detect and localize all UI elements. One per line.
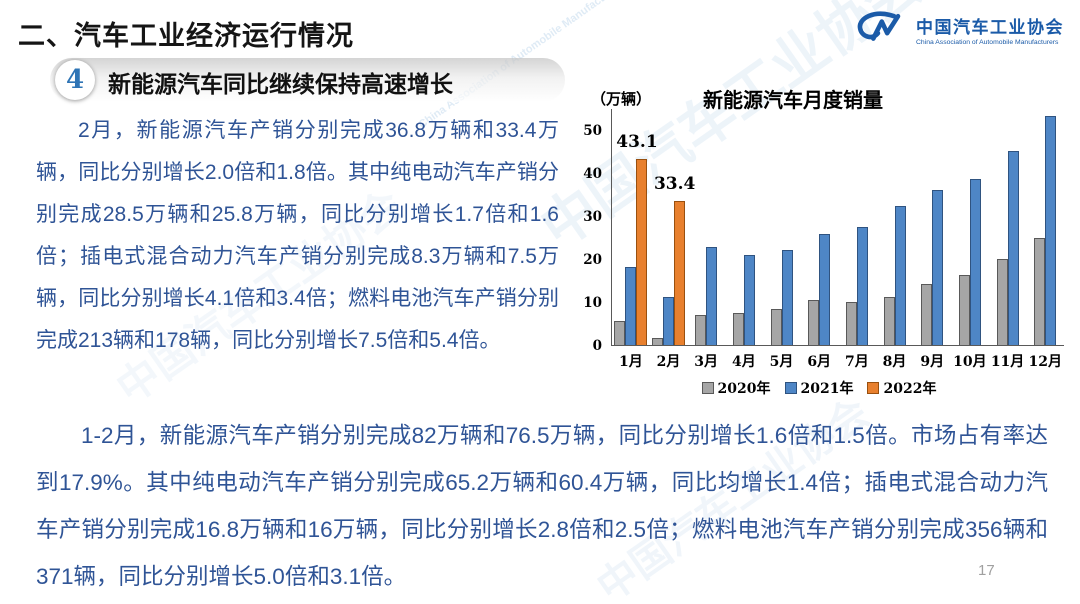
y-tick-label: 10 — [583, 295, 602, 312]
paragraph-jan-feb: 1-2月，新能源汽车产销分别完成82万辆和76.5万辆，同比分别增长1.6倍和1… — [36, 423, 1048, 589]
caam-logo-icon — [854, 8, 908, 51]
legend-swatch — [701, 382, 714, 394]
bar-2020年-4月 — [732, 312, 744, 345]
x-axis-label: 10月 — [953, 354, 987, 370]
y-tick-label: 40 — [583, 166, 602, 183]
plot-area: 0 10 20 30 40 50 43.1 1月 33.4 2月 3月 4月 5月 6月 7月 8月 9月 10… — [583, 109, 1064, 370]
bar-2020年-10月 — [958, 274, 970, 345]
y-axis-labels: 0 10 20 30 40 50 — [572, 109, 606, 354]
bar-2021年-5月 — [781, 250, 793, 345]
bar-2021年-8月 — [894, 206, 906, 345]
bar-group: 8月 — [876, 109, 914, 370]
y-tick-label: 30 — [583, 209, 602, 226]
bar-2020年-3月 — [695, 315, 707, 345]
bar-group: 43.1 1月 — [612, 109, 658, 370]
bar-group: 10月 — [951, 109, 989, 370]
bar-2021年-10月 — [969, 178, 981, 345]
legend-item-2021年: 2021年 — [784, 378, 854, 398]
legend-label: 2022年 — [883, 381, 937, 397]
bar-group: 6月 — [800, 109, 838, 370]
x-axis-label: 9月 — [920, 354, 945, 370]
x-axis-label: 7月 — [844, 354, 869, 370]
legend-label: 2020年 — [717, 381, 771, 397]
x-axis-label: 11月 — [990, 354, 1025, 370]
y-tick-label: 0 — [592, 338, 602, 354]
caam-logo: 中国汽车工业协会 China Association of Automobile… — [854, 8, 1064, 51]
legend-swatch — [784, 382, 797, 394]
x-axis-label: 5月 — [769, 354, 794, 370]
bar-2020年-9月 — [921, 283, 933, 345]
bar-2020年-8月 — [883, 297, 895, 345]
section-title: 二、汽车工业经济运行情况 — [18, 21, 354, 51]
bar-group: 5月 — [763, 109, 801, 370]
bar-2021年-11月 — [1007, 150, 1019, 345]
bar-group: 12月 — [1026, 109, 1064, 370]
x-axis-label: 4月 — [731, 354, 756, 370]
bar-2021年-7月 — [856, 226, 868, 345]
bar-2021年-12月 — [1045, 115, 1057, 345]
headline-number-badge: 4 — [55, 60, 95, 100]
y-tick-label: 20 — [583, 252, 602, 269]
bar-2021年-4月 — [743, 255, 755, 345]
bar-2022年-2月 — [674, 200, 685, 345]
nev-monthly-sales-chart: （万辆） 新能源汽车月度销量 0 10 20 30 40 50 43.1 1月 33.4 2月 3… — [565, 82, 1073, 404]
plot-groups: 43.1 1月 33.4 2月 3月 4月 5月 6月 7月 8月 9月 10月 11月 12月 — [612, 109, 1064, 370]
bar-2021年-1月 — [625, 267, 637, 345]
chart-legend: 2020年 2021年 2022年 — [565, 378, 1073, 398]
page-number: 17 — [978, 562, 995, 579]
chart-title: 新能源汽车月度销量 — [703, 88, 883, 112]
bar-2020年-11月 — [996, 258, 1008, 345]
bar-2021年-6月 — [819, 234, 831, 345]
bar-value-label: 33.4 — [653, 173, 696, 194]
bar-group: 9月 — [913, 109, 951, 370]
paragraph-february: 2月，新能源汽车产销分别完成36.8万辆和33.4万辆，同比分别增长2.0倍和1… — [36, 119, 559, 352]
bar-2021年-3月 — [706, 246, 718, 345]
bar-2020年-12月 — [1034, 238, 1046, 345]
x-axis-label: 8月 — [882, 354, 907, 370]
bar-group: 11月 — [989, 109, 1027, 370]
y-tick-label: 50 — [583, 123, 602, 140]
legend-swatch — [867, 382, 880, 394]
x-axis-label: 6月 — [807, 354, 832, 370]
x-axis-label: 12月 — [1028, 354, 1062, 370]
bar-2020年-5月 — [770, 308, 782, 345]
bar-group: 33.4 2月 — [650, 109, 695, 370]
legend-item-2022年: 2022年 — [867, 378, 936, 398]
bar-group: 7月 — [838, 109, 876, 370]
bar-group: 3月 — [687, 109, 725, 370]
logo-name-en: China Association of Automobile Manufact… — [916, 39, 1059, 46]
bar-2021年-2月 — [663, 296, 674, 345]
bar-group: 4月 — [725, 109, 763, 370]
logo-name-cn: 中国汽车工业协会 — [916, 18, 1064, 37]
bar-2020年-1月 — [614, 320, 626, 345]
bar-2020年-7月 — [845, 301, 857, 345]
headline-ribbon — [50, 58, 565, 102]
chart-unit-label: （万辆） — [591, 90, 652, 108]
legend-item-2020年: 2020年 — [701, 378, 771, 398]
bar-2020年-2月 — [652, 337, 663, 345]
x-axis-label: 3月 — [694, 354, 719, 370]
bar-2020年-6月 — [808, 299, 820, 345]
x-axis-label: 1月 — [618, 354, 643, 370]
x-axis-label: 2月 — [656, 354, 681, 370]
bar-value-label: 43.1 — [616, 132, 658, 153]
bar-2021年-9月 — [932, 190, 944, 345]
legend-label: 2021年 — [800, 381, 854, 397]
bar-2022年-1月 — [636, 159, 648, 345]
headline-text: 新能源汽车同比继续保持高速增长 — [108, 71, 453, 97]
